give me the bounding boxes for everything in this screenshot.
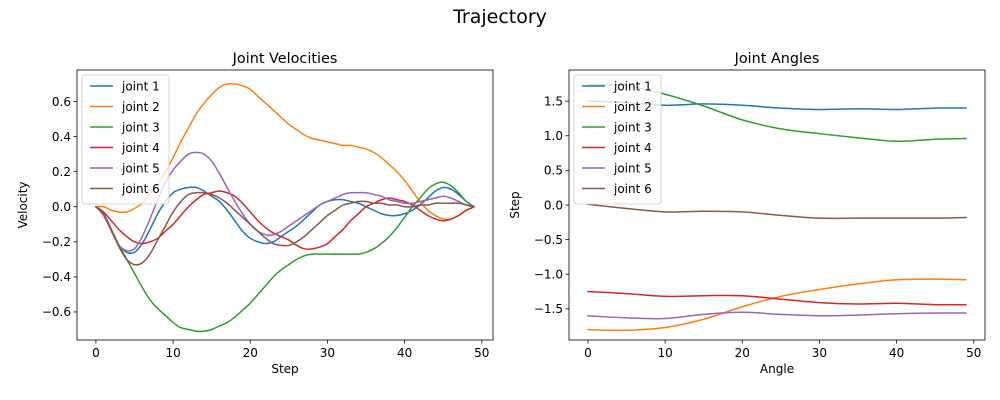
figure-suptitle: Trajectory — [452, 6, 547, 28]
legend-label: joint 5 — [121, 161, 160, 175]
x-tick-label: 30 — [320, 346, 335, 360]
x-tick-label: 50 — [966, 346, 981, 360]
y-axis-label: Step — [508, 191, 522, 218]
x-tick-label: 10 — [165, 346, 180, 360]
y-tick-label: −1.0 — [534, 268, 563, 282]
x-axis-label: Angle — [760, 362, 794, 376]
series-line-joint-3 — [95, 181, 475, 333]
y-axis-label: Velocity — [16, 181, 30, 228]
legend-label: joint 2 — [121, 100, 160, 114]
series-line-joint-4 — [587, 290, 967, 306]
y-tick-label: −0.2 — [42, 235, 71, 249]
x-tick-label: 0 — [584, 346, 592, 360]
y-tick-label: 0.0 — [544, 198, 563, 212]
y-tick-label: 1.0 — [544, 129, 563, 143]
legend-label: joint 4 — [121, 141, 160, 155]
legend: joint 1 joint 2 joint 3 joint 4 joint 5 joint… — [573, 74, 662, 205]
y-tick-label: 0.2 — [52, 165, 71, 179]
legend-label: joint 6 — [613, 182, 652, 196]
series-line-joint-5 — [587, 311, 967, 320]
y-tick-label: −0.4 — [42, 270, 71, 284]
joint-velocities-panel: 0 10 20 30 40 50 −0.6 −0.4 −0.2 0.0 0.2 0.4 0.6 Joint… — [16, 51, 494, 376]
legend-label: joint 5 — [613, 161, 652, 175]
legend-label: joint 3 — [121, 120, 160, 134]
y-tick-label: 0.5 — [544, 164, 563, 178]
y-tick-label: 0.4 — [52, 130, 71, 144]
x-tick-label: 30 — [812, 346, 827, 360]
y-tick-label: −1.5 — [534, 302, 563, 316]
legend-label: joint 4 — [613, 141, 652, 155]
x-tick-label: 20 — [243, 346, 258, 360]
series-line-joint-6 — [95, 191, 475, 266]
y-tick-label: −0.5 — [534, 233, 563, 247]
y-tick-label: 1.5 — [544, 94, 563, 108]
legend-label: joint 3 — [613, 120, 652, 134]
legend-label: joint 1 — [121, 79, 160, 93]
axes-frame — [76, 69, 494, 341]
x-tick-label: 50 — [474, 346, 489, 360]
series-line-joint-2 — [587, 278, 967, 332]
x-tick-label: 40 — [889, 346, 904, 360]
legend-label: joint 6 — [121, 182, 160, 196]
legend-label: joint 1 — [613, 79, 652, 93]
x-tick-label: 40 — [397, 346, 412, 360]
x-axis-label: Step — [271, 362, 298, 376]
x-tick-label: 0 — [92, 346, 100, 360]
y-tick-label: −0.6 — [42, 305, 71, 319]
y-tick-label: 0.0 — [52, 200, 71, 214]
panel-title: Joint Velocities — [232, 51, 338, 67]
x-tick-label: 10 — [657, 346, 672, 360]
legend: joint 1 joint 2 joint 3 joint 4 joint 5 joint… — [81, 74, 170, 205]
x-tick-label: 20 — [735, 346, 750, 360]
panel-title: Joint Angles — [734, 51, 820, 67]
y-tick-label: 0.6 — [52, 95, 71, 109]
series-line-joint-6 — [587, 203, 967, 220]
legend-label: joint 2 — [613, 100, 652, 114]
joint-angles-panel: 0 10 20 30 40 50 −1.5 −1.0 −0.5 0.0 0.5 1.0 1.5 Joint… — [508, 51, 986, 376]
series-line-joint-1 — [95, 186, 475, 255]
